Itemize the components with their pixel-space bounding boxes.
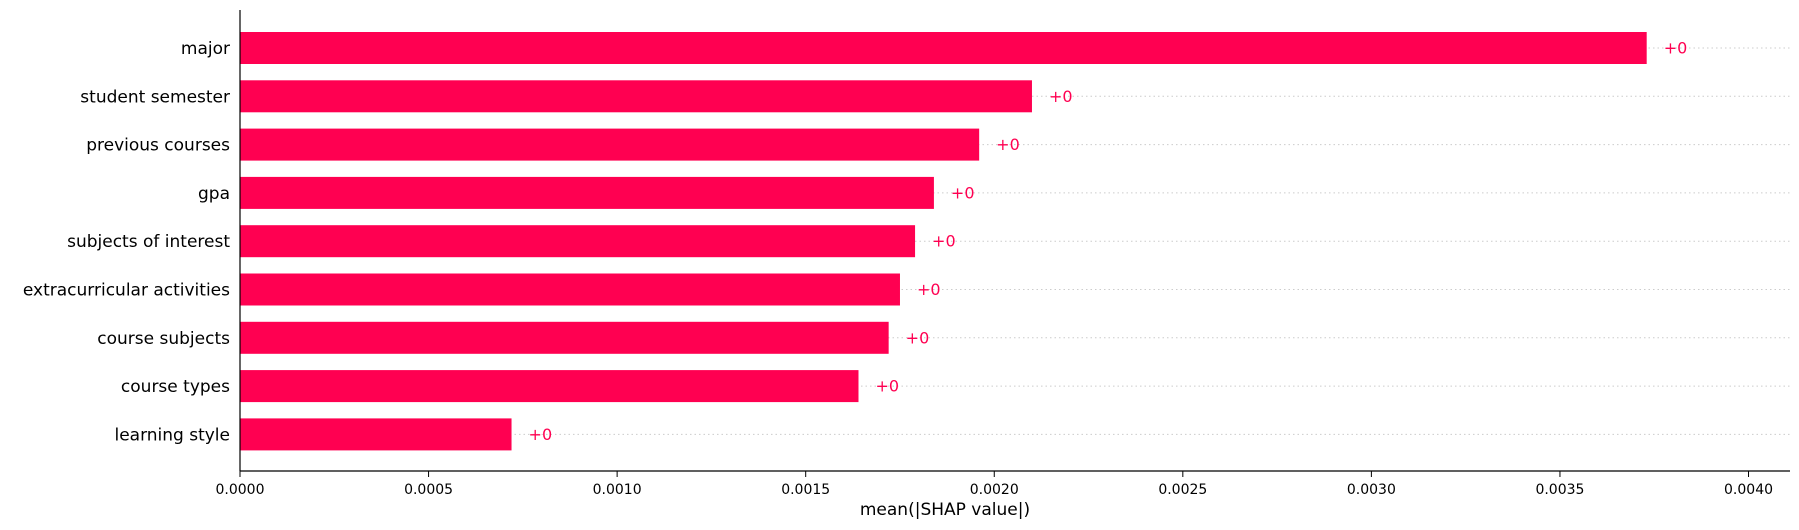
x-tick-label: 0.0010 <box>593 482 642 498</box>
category-label: previous courses <box>86 136 230 156</box>
data-label: +0 <box>996 135 1020 154</box>
x-tick-label: 0.0005 <box>404 482 453 498</box>
category-label: student semester <box>80 87 230 107</box>
bar <box>240 370 859 403</box>
category-label: extracurricular activities <box>23 281 230 301</box>
data-label: +0 <box>1049 87 1073 106</box>
x-tick-label: 0.0035 <box>1535 482 1584 498</box>
data-label: +0 <box>906 328 930 347</box>
bar <box>240 225 916 258</box>
data-labels: +0 +0 +0 +0 +0 +0 +0 +0 +0 <box>529 39 1688 444</box>
data-label: +0 <box>1664 39 1688 58</box>
x-tick-label: 0.0040 <box>1724 482 1773 498</box>
x-tick-label: 0.0000 <box>216 482 265 498</box>
x-tick-label: 0.0020 <box>970 482 1019 498</box>
data-label: +0 <box>917 280 941 299</box>
category-label: learning style <box>114 425 230 445</box>
bars <box>240 32 1647 451</box>
x-axis-title: mean(|SHAP value|) <box>860 500 1030 520</box>
bar <box>240 418 512 451</box>
category-labels: major student semester previous courses gpa… <box>23 39 230 445</box>
x-tick-label: 0.0030 <box>1347 482 1396 498</box>
x-tick-label: 0.0025 <box>1158 482 1207 498</box>
category-label: subjects of interest <box>67 232 230 252</box>
bar <box>240 273 900 306</box>
bar <box>240 32 1647 64</box>
x-axis-ticks: 0.0000 0.0005 0.0010 0.0015 0.0020 0.0025 0.00… <box>216 471 1773 498</box>
bar <box>240 80 1032 113</box>
category-label: course subjects <box>97 329 230 349</box>
bar <box>240 176 934 209</box>
data-label: +0 <box>951 183 975 202</box>
data-label: +0 <box>875 377 899 396</box>
data-label: +0 <box>932 232 956 251</box>
data-label: +0 <box>529 425 553 444</box>
category-label: gpa <box>198 184 230 204</box>
category-label: major <box>181 39 230 59</box>
category-label: course types <box>121 377 230 397</box>
bar <box>240 321 889 354</box>
bar <box>240 128 980 161</box>
x-tick-label: 0.0015 <box>781 482 830 498</box>
